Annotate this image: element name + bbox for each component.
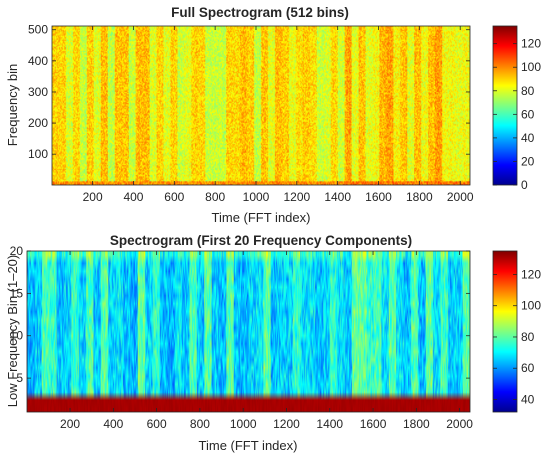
colorbar-ticks: 120 100 80 60 40 xyxy=(493,267,541,406)
tick-label: 500 xyxy=(28,23,48,37)
colorbar-ticks: 120 100 80 60 40 20 0 xyxy=(493,37,541,192)
tick-label: 1600 xyxy=(365,190,392,204)
tick-label: 1000 xyxy=(243,190,270,204)
tick-label: 20 xyxy=(10,244,24,258)
tick-label: 20 xyxy=(521,154,535,168)
tick-label: 600 xyxy=(164,190,184,204)
colorbar-frame xyxy=(492,25,518,186)
y-axis-label: Low Frequency Bin (1–20) xyxy=(5,255,20,407)
tick-label: 400 xyxy=(103,417,123,431)
chart-low-frequency-spectrogram: Spectrogram (First 20 Frequency Componen… xyxy=(5,233,541,453)
colorbar xyxy=(493,251,517,412)
tick-label: 60 xyxy=(521,107,535,121)
tick-label: 200 xyxy=(60,417,80,431)
tick-label: 80 xyxy=(521,84,535,98)
tick-label: 400 xyxy=(123,190,143,204)
tick-label: 400 xyxy=(28,54,48,68)
plot-frame xyxy=(26,250,471,413)
tick-label: 1400 xyxy=(316,417,343,431)
tick-label: 120 xyxy=(521,37,541,51)
tick-label: 15 xyxy=(10,286,24,300)
chart-full-spectrogram: Full Spectrogram (512 bins) 200 400 600 800… xyxy=(5,5,541,225)
tick-label: 1800 xyxy=(406,190,433,204)
x-axis-ticks: 200 400 600 800 1000 1200 1400 1600 1800 2000 xyxy=(83,26,474,204)
x-axis-ticks: 200 400 600 800 1000 1200 1400 1600 1800 2000 xyxy=(60,251,473,431)
tick-label: 600 xyxy=(147,417,167,431)
tick-label: 80 xyxy=(521,330,535,344)
tick-label: 1200 xyxy=(273,417,300,431)
tick-label: 200 xyxy=(28,116,48,130)
y-axis-ticks: 500 400 300 200 100 xyxy=(28,23,470,161)
tick-label: 1000 xyxy=(230,417,257,431)
y-axis-label: Frequency bin xyxy=(5,64,20,146)
chart-title: Full Spectrogram (512 bins) xyxy=(171,5,349,20)
tick-label: 5 xyxy=(16,371,23,385)
x-axis-label: Time (FFT index) xyxy=(212,210,311,225)
colorbar xyxy=(493,26,517,185)
spectrogram-image xyxy=(52,26,470,185)
chart-title: Spectrogram (First 20 Frequency Componen… xyxy=(110,233,412,248)
tick-label: 1800 xyxy=(403,417,430,431)
spectrogram-image xyxy=(27,251,470,412)
tick-label: 60 xyxy=(521,361,535,375)
y-axis-ticks: 20 15 10 5 xyxy=(10,244,470,385)
tick-label: 100 xyxy=(28,147,48,161)
tick-label: 300 xyxy=(28,85,48,99)
tick-label: 10 xyxy=(10,329,24,343)
tick-label: 1200 xyxy=(283,190,310,204)
colorbar-frame xyxy=(492,250,518,413)
tick-label: 800 xyxy=(190,417,210,431)
tick-label: 1400 xyxy=(324,190,351,204)
tick-label: 100 xyxy=(521,60,541,74)
tick-label: 40 xyxy=(521,131,535,145)
tick-label: 100 xyxy=(521,299,541,313)
plot-frame xyxy=(51,25,471,186)
tick-label: 40 xyxy=(521,392,535,406)
x-axis-label: Time (FFT index) xyxy=(199,438,298,453)
tick-label: 2000 xyxy=(447,190,474,204)
tick-label: 2000 xyxy=(446,417,473,431)
tick-label: 1600 xyxy=(360,417,387,431)
tick-label: 120 xyxy=(521,267,541,281)
tick-label: 200 xyxy=(83,190,103,204)
tick-label: 0 xyxy=(521,178,528,192)
tick-label: 800 xyxy=(205,190,225,204)
